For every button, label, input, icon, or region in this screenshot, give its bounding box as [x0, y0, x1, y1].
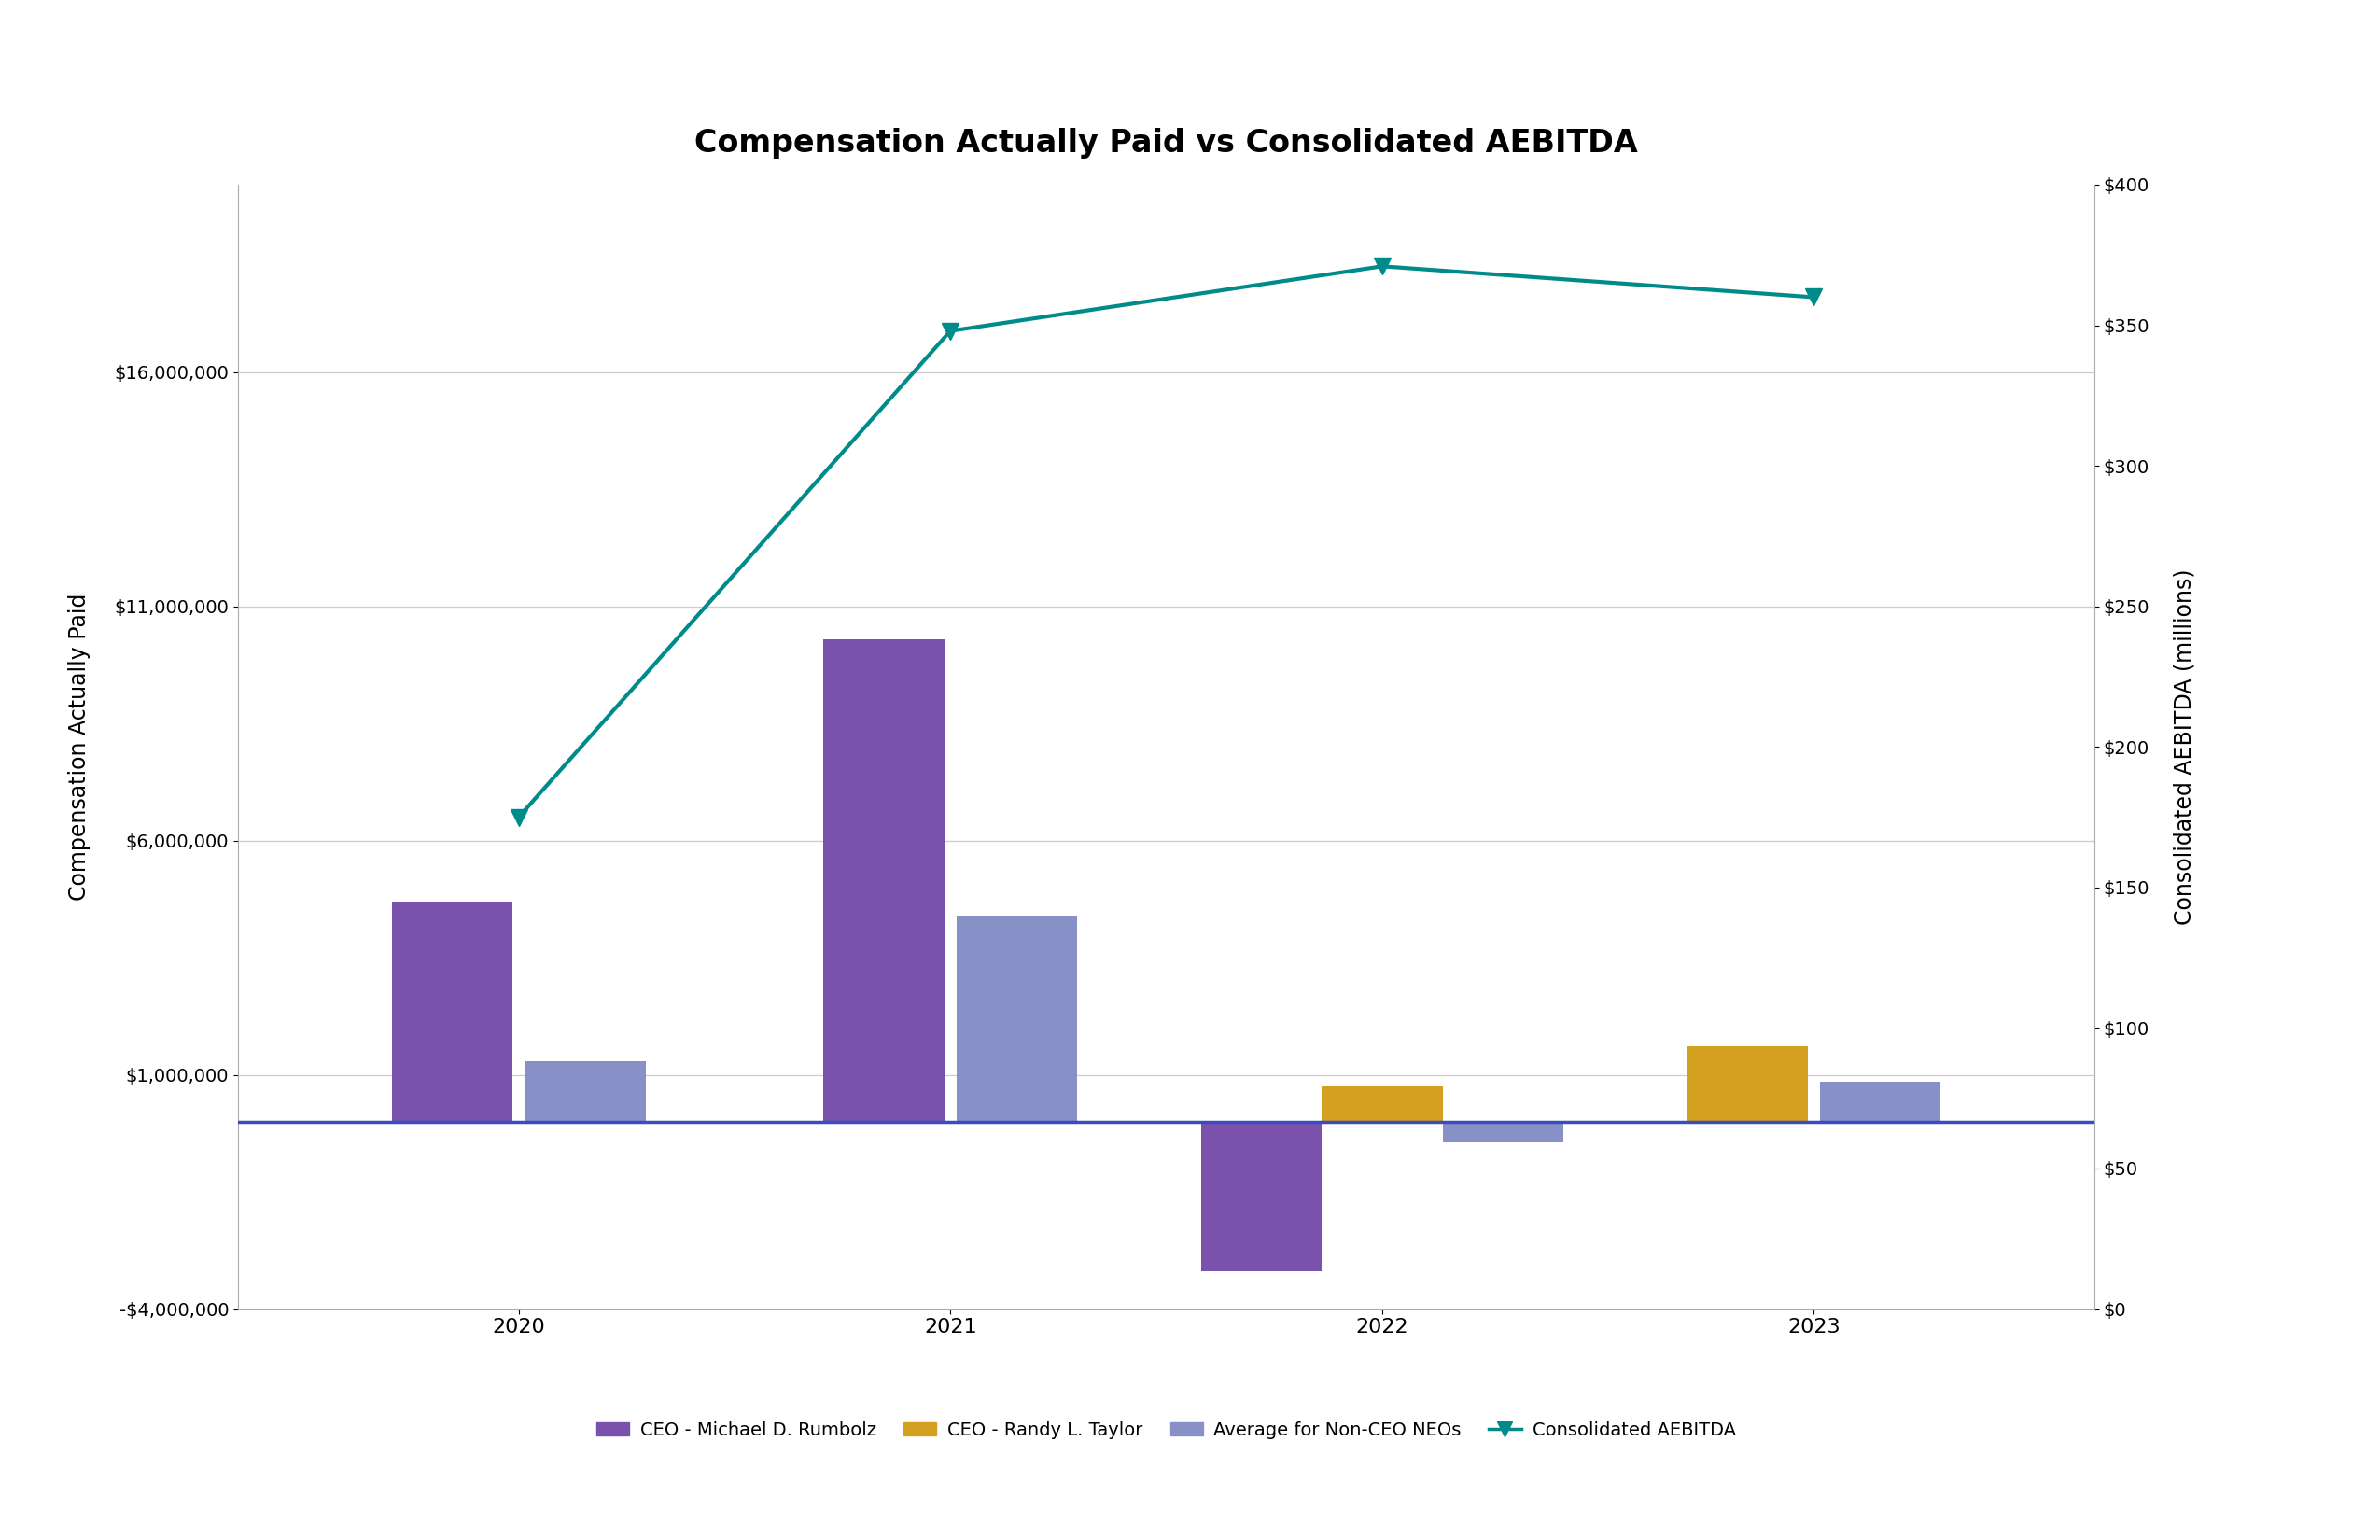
- Bar: [1687, 1047, 1809, 1121]
- Y-axis label: Consolidated AEBITDA (millions): Consolidated AEBITDA (millions): [2173, 568, 2194, 926]
- Bar: [393, 901, 512, 1121]
- Y-axis label: Compensation Actually Paid: Compensation Actually Paid: [69, 593, 90, 901]
- Bar: [957, 915, 1078, 1121]
- Bar: [1202, 1121, 1321, 1272]
- Bar: [524, 1061, 645, 1121]
- Bar: [1321, 1087, 1442, 1121]
- Title: Compensation Actually Paid vs Consolidated AEBITDA: Compensation Actually Paid vs Consolidat…: [695, 128, 1637, 159]
- Bar: [1821, 1081, 1940, 1121]
- Legend: CEO - Michael D. Rumbolz, CEO - Randy L. Taylor, Average for Non-CEO NEOs, Conso: CEO - Michael D. Rumbolz, CEO - Randy L.…: [590, 1414, 1742, 1446]
- Bar: [1442, 1121, 1564, 1143]
- Bar: [823, 639, 945, 1121]
